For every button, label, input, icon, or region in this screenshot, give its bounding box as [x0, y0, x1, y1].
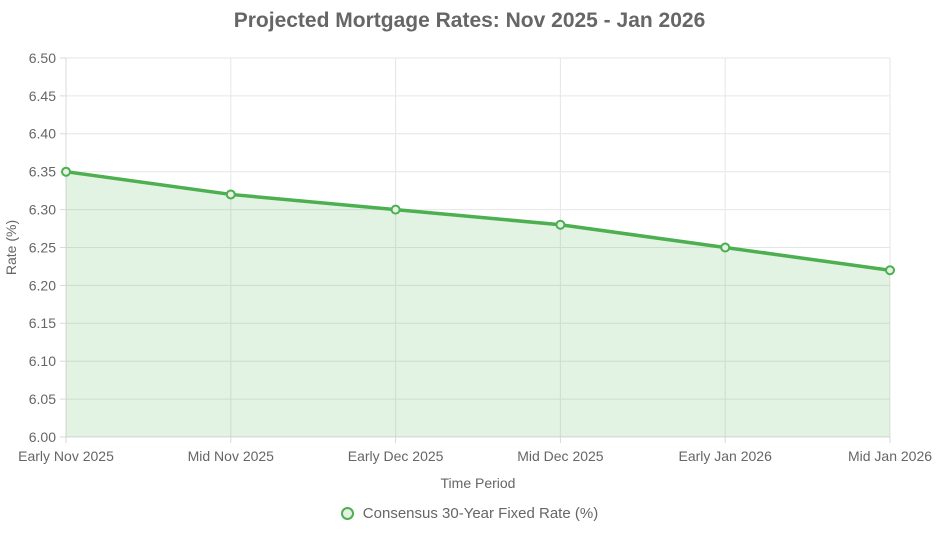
x-axis-title: Time Period	[441, 475, 516, 491]
data-point-marker	[555, 219, 566, 230]
y-tick-label: 6.25	[29, 239, 56, 255]
x-tick-label: Early Dec 2025	[348, 448, 444, 464]
y-axis-title: Rate (%)	[3, 220, 19, 275]
y-tick-label: 6.20	[29, 277, 56, 293]
y-tick-label: 6.15	[29, 315, 56, 331]
legend-label: Consensus 30-Year Fixed Rate (%)	[362, 505, 599, 522]
series-line	[64, 169, 892, 272]
y-tick-label: 6.35	[29, 164, 56, 180]
x-tick-label: Mid Jan 2026	[848, 448, 932, 464]
y-tick-label: 6.40	[29, 126, 56, 142]
data-point-marker	[225, 189, 236, 200]
y-tick-label: 6.30	[29, 202, 56, 218]
data-point-marker	[720, 242, 731, 253]
y-tick-label: 6.45	[29, 88, 56, 104]
x-tick-label: Mid Dec 2025	[517, 448, 604, 464]
legend-item-consensus-rate[interactable]: Consensus 30-Year Fixed Rate (%)	[0, 505, 939, 522]
x-tick-label: Mid Nov 2025	[188, 448, 275, 464]
series-area-fill	[66, 171, 890, 437]
y-tick-label: 6.05	[29, 391, 56, 407]
chart-page: Projected Mortgage Rates: Nov 2025 - Jan…	[0, 9, 939, 522]
chart-title: Projected Mortgage Rates: Nov 2025 - Jan…	[233, 9, 706, 32]
data-point-marker	[390, 204, 401, 215]
data-point-marker	[885, 265, 895, 276]
mortgage-rates-line-chart: 6.00 6.05 6.10 6.15 6.20 6.25 6.30 6.35 6.40 6.45…	[3, 50, 932, 491]
y-tick-label: 6.00	[29, 429, 56, 445]
x-tick-label: Early Jan 2026	[678, 448, 772, 464]
y-tick-label: 6.10	[29, 353, 56, 369]
legend-marker-icon	[340, 507, 354, 520]
data-point-marker	[61, 166, 71, 177]
x-tick-label: Early Nov 2025	[18, 448, 114, 464]
y-tick-label: 6.50	[29, 50, 56, 66]
